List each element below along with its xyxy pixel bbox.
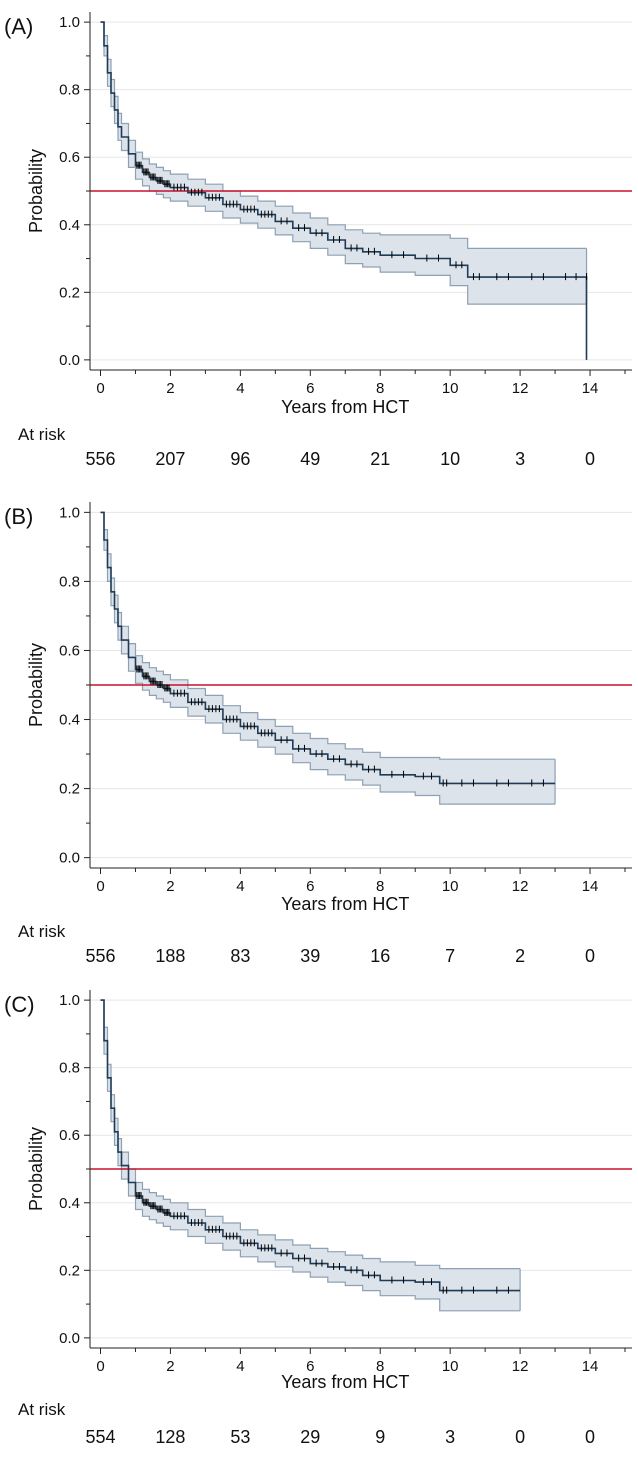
x-tick-label: 10 <box>442 380 459 397</box>
y-tick-label: 0.6 <box>59 642 80 659</box>
at-risk-count: 53 <box>230 1427 250 1447</box>
y-axis-label: Probability <box>26 643 46 727</box>
x-axis-label: Years from HCT <box>281 894 409 914</box>
at-risk-count: 21 <box>370 449 390 469</box>
confidence-band <box>100 512 556 805</box>
x-tick-label: 10 <box>442 878 459 895</box>
at-risk-count: 10 <box>440 449 460 469</box>
y-tick-label: 0.2 <box>59 781 80 798</box>
at-risk-count: 3 <box>445 1427 455 1447</box>
at-risk-count: 207 <box>155 449 185 469</box>
x-tick-label: 10 <box>442 1358 459 1375</box>
km-chart-a: 0.0 0.2 0.4 0.6 0.8 1.0 0 2 4 6 8 10 12 14 (A) Probabil… <box>4 12 632 469</box>
y-tick-label: 1.0 <box>59 504 80 521</box>
x-tick-label: 2 <box>166 1358 174 1375</box>
km-chart-b: 0.0 0.2 0.4 0.6 0.8 1.0 0 2 4 6 8 10 12 14 (B) Probabil… <box>4 502 632 966</box>
at-risk-label: At risk <box>18 425 66 444</box>
at-risk-count: 556 <box>85 946 115 966</box>
lower-ci-line <box>100 999 521 1312</box>
y-tick-label: 0.6 <box>59 149 80 166</box>
x-tick-label: 8 <box>376 1358 384 1375</box>
x-tick-label: 2 <box>166 878 174 895</box>
at-risk-count: 96 <box>230 449 250 469</box>
x-tick-label: 8 <box>376 380 384 397</box>
x-tick-label: 14 <box>582 1358 599 1375</box>
at-risk-count: 556 <box>85 449 115 469</box>
survival-curve <box>100 21 588 360</box>
panel-label-b: (B) <box>4 504 33 529</box>
at-risk-count: 2 <box>515 946 525 966</box>
x-tick-label: 6 <box>306 380 314 397</box>
lower-ci-line <box>100 511 556 805</box>
y-axis-label: Probability <box>26 1127 46 1211</box>
x-tick-label: 12 <box>512 380 529 397</box>
x-tick-label: 0 <box>96 1358 104 1375</box>
km-chart-c: 0.0 0.2 0.4 0.6 0.8 1.0 0 2 4 6 8 10 12 14 (C) Probabil… <box>4 990 632 1447</box>
x-tick-label: 4 <box>236 380 244 397</box>
x-tick-label: 6 <box>306 878 314 895</box>
x-tick-label: 12 <box>512 878 529 895</box>
at-risk-count: 9 <box>375 1427 385 1447</box>
x-tick-label: 14 <box>582 380 599 397</box>
km-panel-b: 0.0 0.2 0.4 0.6 0.8 1.0 0 2 4 6 8 10 12 14 (B) Probabil… <box>0 490 638 978</box>
at-risk-count: 554 <box>85 1427 115 1447</box>
at-risk-count: 39 <box>300 946 320 966</box>
y-tick-label: 0.6 <box>59 1127 80 1144</box>
y-tick-label: 0.4 <box>59 217 80 234</box>
x-axis-label: Years from HCT <box>281 397 409 417</box>
at-risk-label: At risk <box>18 922 66 941</box>
y-tick-label: 0.8 <box>59 82 80 99</box>
panel-label-a: (A) <box>4 14 33 39</box>
x-tick-label: 0 <box>96 380 104 397</box>
y-tick-label: 0.2 <box>59 1262 80 1279</box>
at-risk-count: 49 <box>300 449 320 469</box>
at-risk-count: 0 <box>515 1427 525 1447</box>
x-tick-label: 4 <box>236 1358 244 1375</box>
x-tick-label: 6 <box>306 1358 314 1375</box>
y-tick-label: 0.8 <box>59 1060 80 1077</box>
confidence-band <box>100 22 587 305</box>
y-tick-label: 0.2 <box>59 284 80 301</box>
y-tick-label: 1.0 <box>59 14 80 31</box>
y-tick-label: 0.0 <box>59 850 80 867</box>
y-axis-label: Probability <box>26 149 46 233</box>
x-tick-label: 12 <box>512 1358 529 1375</box>
y-tick-label: 1.0 <box>59 992 80 1009</box>
at-risk-count: 83 <box>230 946 250 966</box>
upper-ci-line <box>100 511 556 760</box>
x-tick-label: 0 <box>96 878 104 895</box>
at-risk-count: 188 <box>155 946 185 966</box>
y-tick-label: 0.8 <box>59 573 80 590</box>
at-risk-count: 128 <box>155 1427 185 1447</box>
at-risk-count: 0 <box>585 449 595 469</box>
x-axis-label: Years from HCT <box>281 1372 409 1392</box>
upper-ci-line <box>100 21 587 249</box>
km-panel-a: 0.0 0.2 0.4 0.6 0.8 1.0 0 2 4 6 8 10 12 14 (A) Probabil… <box>0 0 638 485</box>
at-risk-count: 0 <box>585 1427 595 1447</box>
at-risk-count: 16 <box>370 946 390 966</box>
km-panel-c: 0.0 0.2 0.4 0.6 0.8 1.0 0 2 4 6 8 10 12 14 (C) Probabil… <box>0 978 638 1458</box>
at-risk-count: 0 <box>585 946 595 966</box>
at-risk-count: 7 <box>445 946 455 966</box>
at-risk-label: At risk <box>18 1400 66 1419</box>
panel-label-c: (C) <box>4 992 35 1017</box>
y-tick-label: 0.4 <box>59 712 80 729</box>
confidence-band <box>100 1000 521 1311</box>
x-tick-label: 4 <box>236 878 244 895</box>
at-risk-count: 3 <box>515 449 525 469</box>
y-tick-label: 0.0 <box>59 1330 80 1347</box>
survival-curve <box>100 999 521 1292</box>
y-tick-label: 0.0 <box>59 352 80 369</box>
upper-ci-line <box>100 999 521 1270</box>
lower-ci-line <box>100 21 587 305</box>
y-tick-label: 0.4 <box>59 1195 80 1212</box>
x-tick-label: 8 <box>376 878 384 895</box>
x-tick-label: 2 <box>166 380 174 397</box>
at-risk-count: 29 <box>300 1427 320 1447</box>
x-tick-label: 14 <box>582 878 599 895</box>
